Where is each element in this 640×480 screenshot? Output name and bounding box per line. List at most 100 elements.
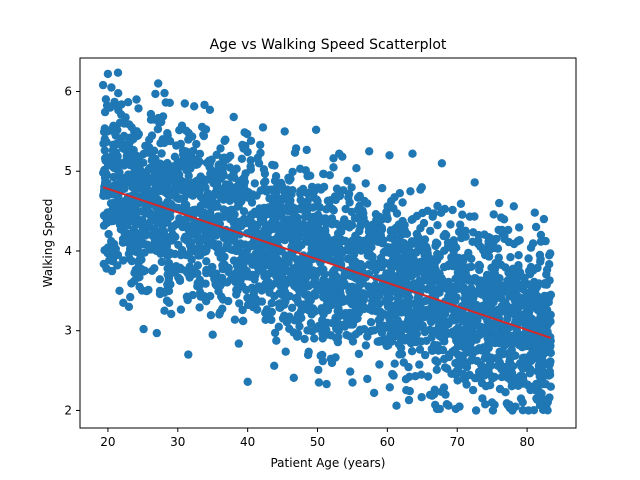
scatter-point bbox=[407, 347, 417, 356]
scatter-point bbox=[453, 268, 463, 277]
scatter-point bbox=[322, 379, 331, 389]
scatter-point bbox=[432, 365, 441, 374]
scatter-point bbox=[118, 238, 128, 247]
scatter-point bbox=[198, 194, 208, 204]
scatter-point bbox=[312, 324, 321, 333]
scatter-point bbox=[371, 210, 381, 219]
scatter-point bbox=[352, 164, 361, 173]
scatter-point bbox=[230, 315, 240, 324]
scatter-point bbox=[372, 281, 381, 291]
scatter-point bbox=[399, 239, 409, 248]
scatter-point bbox=[229, 112, 238, 122]
scatter-point bbox=[303, 326, 312, 335]
scatter-point bbox=[454, 363, 463, 372]
scatter-point bbox=[180, 152, 189, 162]
scatter-point bbox=[171, 188, 180, 197]
scatter-point bbox=[107, 237, 116, 246]
scatter-point bbox=[479, 367, 489, 376]
scatter-point bbox=[405, 386, 414, 396]
scatter-point bbox=[433, 249, 442, 259]
scatter-point bbox=[107, 83, 116, 92]
scatter-point bbox=[116, 174, 125, 183]
scatter-point bbox=[247, 240, 256, 249]
scatter-point bbox=[187, 238, 196, 247]
scatter-point bbox=[374, 299, 384, 309]
scatter-point bbox=[281, 194, 290, 203]
scatter-point bbox=[337, 292, 346, 301]
scatter-point bbox=[353, 297, 362, 306]
scatter-point bbox=[160, 167, 169, 176]
scatter-point bbox=[271, 194, 280, 204]
scatter-point bbox=[154, 79, 163, 88]
scatter-point bbox=[355, 191, 364, 201]
scatter-point bbox=[516, 394, 526, 403]
scatter-point bbox=[242, 285, 251, 295]
scatter-point bbox=[541, 359, 551, 368]
scatter-point bbox=[376, 257, 385, 266]
scatter-point bbox=[304, 305, 313, 315]
scatter-point bbox=[274, 208, 284, 218]
scatter-point bbox=[497, 372, 506, 382]
x-tick-label: 50 bbox=[310, 435, 325, 449]
scatter-point bbox=[246, 136, 256, 145]
scatter-point bbox=[241, 267, 250, 276]
scatter-point bbox=[507, 352, 517, 361]
scatter-point bbox=[399, 225, 409, 234]
scatter-point bbox=[461, 268, 470, 278]
scatter-point bbox=[499, 215, 509, 224]
scatter-point bbox=[117, 139, 126, 149]
scatter-point bbox=[170, 152, 180, 161]
scatter-point bbox=[446, 220, 455, 229]
scatter-point bbox=[404, 311, 413, 321]
scatter-point bbox=[123, 159, 132, 168]
chart-title: Age vs Walking Speed Scatterplot bbox=[210, 37, 447, 53]
scatter-point bbox=[388, 284, 397, 294]
scatter-point bbox=[420, 296, 430, 306]
scatter-point bbox=[443, 305, 452, 314]
scatter-point bbox=[503, 309, 512, 319]
scatter-point bbox=[531, 381, 540, 390]
scatter-point bbox=[195, 282, 204, 291]
scatter-point bbox=[270, 188, 279, 197]
scatter-point bbox=[431, 305, 440, 314]
scatter-point bbox=[444, 243, 454, 252]
scatter-point bbox=[401, 253, 410, 262]
scatter-point bbox=[190, 102, 199, 111]
scatter-point bbox=[322, 205, 331, 214]
scatter-point bbox=[376, 307, 385, 316]
scatter-point bbox=[423, 372, 433, 381]
scatter-point bbox=[467, 284, 476, 293]
scatter-point bbox=[305, 234, 314, 243]
scatter-point bbox=[345, 286, 354, 296]
scatter-point bbox=[419, 218, 429, 228]
scatter-point bbox=[304, 211, 313, 221]
scatter-point bbox=[180, 200, 189, 209]
scatter-point bbox=[243, 293, 252, 303]
scatter-point bbox=[546, 317, 555, 326]
scatter-point bbox=[201, 125, 211, 134]
scatter-point bbox=[184, 206, 193, 215]
scatter-point bbox=[438, 311, 448, 320]
scatter-point bbox=[103, 161, 113, 170]
scatter-point bbox=[375, 360, 384, 369]
scatter-point bbox=[152, 328, 161, 338]
scatter-point bbox=[333, 337, 343, 347]
scatter-point bbox=[477, 360, 486, 370]
scatter-point bbox=[296, 265, 305, 275]
scatter-point bbox=[467, 356, 476, 365]
scatter-point bbox=[520, 280, 529, 289]
scatter-point bbox=[495, 384, 505, 394]
scatter-point bbox=[369, 388, 379, 398]
scatter-point bbox=[162, 242, 171, 251]
scatter-point bbox=[471, 303, 480, 312]
scatter-point bbox=[219, 205, 228, 214]
scatter-point bbox=[157, 257, 166, 267]
scatter-point bbox=[190, 181, 200, 190]
scatter-point bbox=[341, 270, 351, 280]
scatter-point bbox=[312, 249, 322, 259]
scatter-point bbox=[121, 113, 130, 122]
scatter-point bbox=[431, 238, 441, 247]
scatter-point bbox=[135, 282, 144, 291]
scatter-point bbox=[471, 406, 481, 415]
